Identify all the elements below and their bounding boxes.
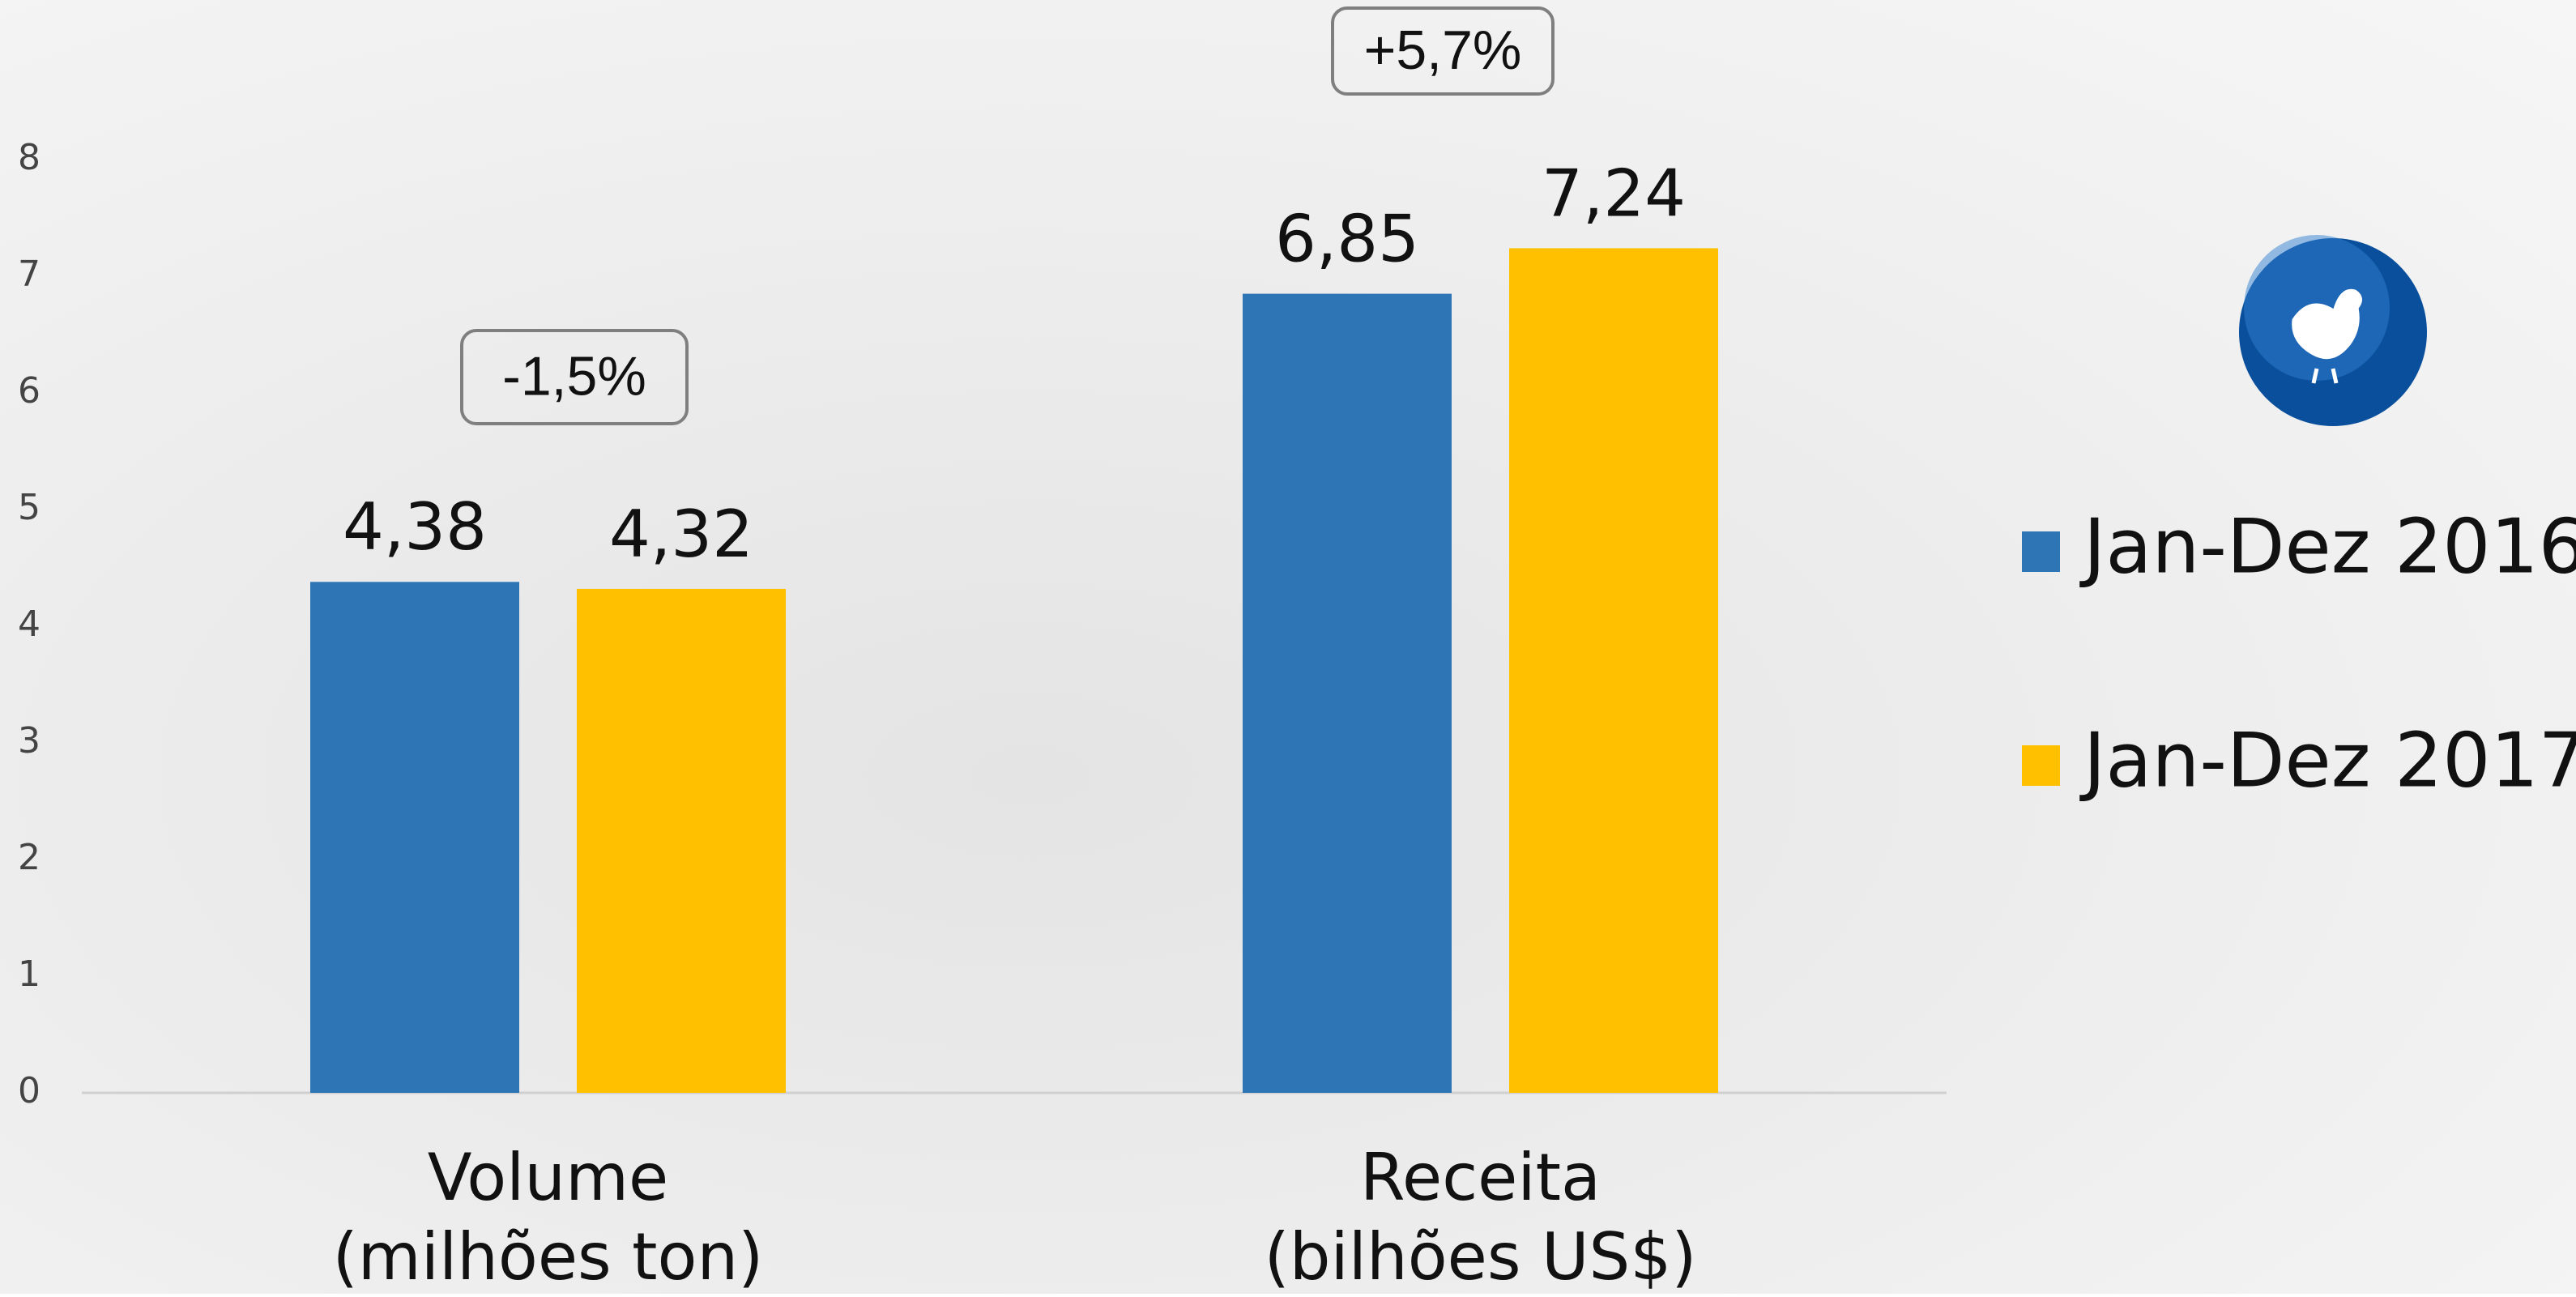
bar [1243, 294, 1452, 1093]
value-label: 6,85 [1275, 202, 1419, 277]
bar [1509, 248, 1718, 1093]
legend-swatch [2022, 745, 2060, 786]
x-tick-label: Receita (bilhões US$) [1238, 1138, 1724, 1297]
y-tick-label: 8 [18, 137, 41, 178]
y-tick-label: 2 [18, 837, 41, 878]
x-tick-label: Volume (milhões ton) [305, 1138, 791, 1297]
annotation: -1,5% [502, 345, 646, 407]
legend-swatch [2022, 531, 2060, 572]
bar [310, 582, 519, 1093]
legend-label: Jan-Dez 2017 [2079, 716, 2576, 804]
value-label: 7,24 [1542, 156, 1686, 231]
y-tick-label: 4 [18, 604, 41, 645]
slide: 0 1 2 3 4 5 6 7 8 4,38 4,32 6,85 7,24 -1,5% +5,7% Jan-D… [0, 0, 2576, 1294]
y-tick-label: 3 [18, 720, 41, 762]
y-tick-label: 5 [18, 487, 41, 528]
y-tick-label: 0 [18, 1070, 41, 1111]
bar [577, 589, 786, 1093]
y-tick-label: 6 [18, 370, 41, 412]
value-label: 4,38 [343, 489, 487, 565]
annotation: +5,7% [1364, 19, 1522, 81]
chart: 0 1 2 3 4 5 6 7 8 4,38 4,32 6,85 7,24 -1,5% +5,7% Jan-D… [0, 0, 2576, 1294]
y-tick-label: 1 [18, 954, 41, 995]
value-label: 4,32 [609, 497, 753, 572]
legend-label: Jan-Dez 2016 [2079, 502, 2576, 590]
y-tick-label: 7 [18, 254, 41, 295]
